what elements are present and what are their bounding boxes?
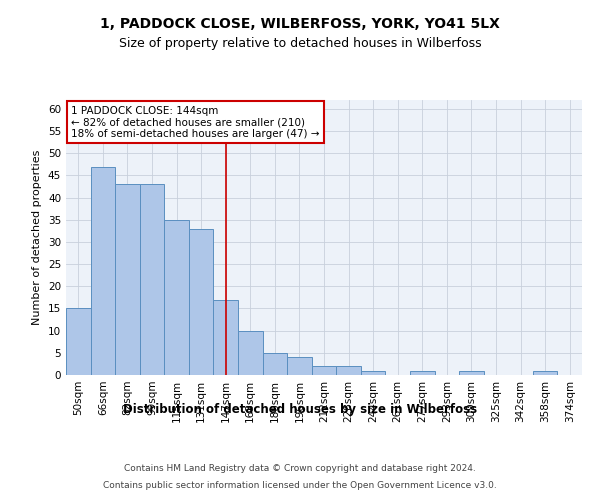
Bar (214, 300, 238, 375)
Text: Contains public sector information licensed under the Open Government Licence v3: Contains public sector information licen… (103, 481, 497, 490)
Bar (164, 220, 189, 375)
Bar (189, 228, 214, 375)
Text: Distribution of detached houses by size in Wilberfoss: Distribution of detached houses by size … (123, 402, 477, 415)
Text: Contains HM Land Registry data © Crown copyright and database right 2024.: Contains HM Land Registry data © Crown c… (124, 464, 476, 473)
Bar (336, 366, 361, 375)
Bar (140, 184, 164, 375)
Text: Size of property relative to detached houses in Wilberfoss: Size of property relative to detached ho… (119, 38, 481, 51)
Bar (410, 370, 434, 375)
Bar (91, 166, 115, 375)
Text: 1, PADDOCK CLOSE, WILBERFOSS, YORK, YO41 5LX: 1, PADDOCK CLOSE, WILBERFOSS, YORK, YO41… (100, 18, 500, 32)
Bar (66, 308, 91, 375)
Text: 1 PADDOCK CLOSE: 144sqm
← 82% of detached houses are smaller (210)
18% of semi-d: 1 PADDOCK CLOSE: 144sqm ← 82% of detache… (71, 106, 320, 138)
Bar (115, 184, 140, 375)
Bar (287, 358, 312, 375)
Y-axis label: Number of detached properties: Number of detached properties (32, 150, 43, 325)
Bar (361, 370, 385, 375)
Bar (263, 353, 287, 375)
Bar (533, 370, 557, 375)
Bar (238, 330, 263, 375)
Bar (312, 366, 336, 375)
Bar (459, 370, 484, 375)
